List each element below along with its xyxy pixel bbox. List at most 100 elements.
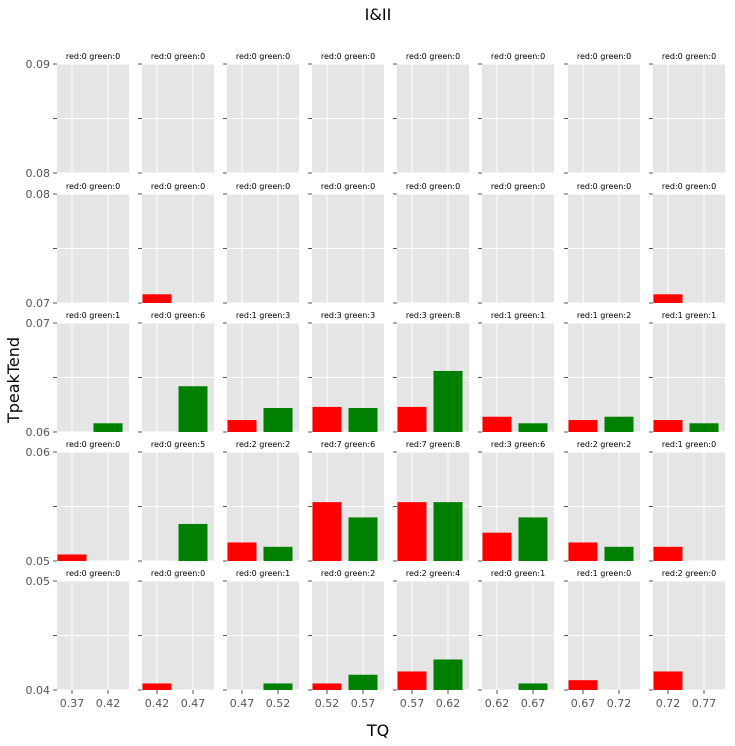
x-tick-label: 0.42	[96, 697, 121, 710]
panel-strip-label: red:0 green:0	[151, 182, 205, 191]
panel-strip-label: red:0 green:0	[662, 52, 716, 61]
bar-red	[482, 416, 512, 432]
x-tick-label: 0.57	[400, 697, 425, 710]
bar-green	[263, 546, 293, 561]
bar-red	[227, 542, 257, 561]
panel-strip-label: red:0 green:1	[236, 569, 290, 578]
y-tick-label: 0.07	[26, 297, 51, 310]
bar-green	[348, 408, 378, 432]
panel-strip-label: red:0 green:0	[577, 52, 631, 61]
bar-green	[689, 423, 719, 432]
panel-strip-label: red:0 green:0	[321, 52, 375, 61]
x-axis-label: TQ	[366, 721, 389, 740]
chart-title: I&II	[365, 5, 392, 24]
panel-strip-label: red:0 green:0	[491, 182, 545, 191]
bar-green	[178, 523, 208, 561]
bar-red	[397, 671, 427, 690]
bar-green	[348, 674, 378, 690]
bar-green	[263, 408, 293, 432]
bar-red	[653, 420, 683, 432]
y-tick-label: 0.06	[26, 426, 51, 439]
panel-strip-label: red:2 green:0	[662, 569, 716, 578]
x-tick-label: 0.67	[571, 697, 596, 710]
bar-green	[433, 659, 463, 690]
x-tick-label: 0.37	[60, 697, 85, 710]
x-tick-label: 0.67	[521, 697, 546, 710]
y-tick-label: 0.08	[26, 167, 51, 180]
panel-strip-label: red:0 green:0	[66, 440, 120, 449]
panel-strip-label: red:2 green:4	[406, 569, 460, 578]
bar-red	[397, 502, 427, 561]
panel-strip-label: red:7 green:6	[321, 440, 375, 449]
panel-strip-label: red:1 green:2	[577, 311, 631, 320]
y-tick-label: 0.06	[26, 446, 51, 459]
panel-strip-label: red:0 green:0	[236, 182, 290, 191]
panel-strip-label: red:3 green:3	[321, 311, 375, 320]
x-tick-label: 0.57	[351, 697, 376, 710]
bar-red	[312, 406, 342, 432]
panel-strip-label: red:1 green:0	[577, 569, 631, 578]
bar-green	[604, 416, 634, 432]
panel-strip-label: red:2 green:2	[577, 440, 631, 449]
bar-green	[518, 423, 548, 432]
bar-red	[142, 294, 172, 303]
y-tick-label: 0.04	[26, 684, 51, 697]
bar-green	[178, 386, 208, 432]
bar-red	[142, 683, 172, 690]
panel-strip-label: red:1 green:0	[662, 440, 716, 449]
bar-red	[57, 554, 87, 561]
bar-red	[227, 420, 257, 432]
bar-red	[568, 542, 598, 561]
panel-strip-label: red:0 green:0	[151, 569, 205, 578]
y-tick-label: 0.05	[26, 575, 51, 588]
panel-strip-label: red:1 green:1	[491, 311, 545, 320]
panel-strip-label: red:0 green:0	[321, 182, 375, 191]
x-tick-label: 0.47	[181, 697, 206, 710]
bar-green	[604, 546, 634, 561]
bar-red	[568, 420, 598, 432]
panel-strip-label: red:0 green:0	[236, 52, 290, 61]
panel-strip-label: red:1 green:3	[236, 311, 290, 320]
bar-green	[518, 683, 548, 690]
panel-strip-label: red:0 green:2	[321, 569, 375, 578]
bar-red	[568, 680, 598, 690]
bar-green	[93, 423, 123, 432]
bar-green	[433, 370, 463, 432]
bar-red	[653, 294, 683, 303]
x-tick-label: 0.72	[656, 697, 681, 710]
x-tick-label: 0.52	[315, 697, 340, 710]
y-tick-label: 0.07	[26, 317, 51, 330]
panel-strip-label: red:0 green:6	[151, 311, 205, 320]
bar-red	[482, 532, 512, 561]
panel-strip-label: red:0 green:0	[66, 569, 120, 578]
panel-strip-label: red:1 green:1	[662, 311, 716, 320]
bar-red	[312, 683, 342, 690]
bar-green	[518, 517, 548, 561]
panel-strip-label: red:0 green:0	[406, 182, 460, 191]
panel-strip-label: red:3 green:6	[491, 440, 545, 449]
panel-strip-label: red:0 green:0	[491, 52, 545, 61]
x-tick-label: 0.72	[607, 697, 632, 710]
x-tick-label: 0.62	[436, 697, 461, 710]
panel-strip-label: red:3 green:8	[406, 311, 460, 320]
y-axis-label: TpeakTend	[4, 337, 23, 424]
x-tick-label: 0.42	[145, 697, 170, 710]
bar-green	[263, 683, 293, 690]
panel-strip-label: red:0 green:0	[577, 182, 631, 191]
panel-strip-label: red:0 green:1	[66, 311, 120, 320]
panel-strip-label: red:0 green:0	[662, 182, 716, 191]
y-tick-label: 0.08	[26, 188, 51, 201]
panel-strip-label: red:2 green:2	[236, 440, 290, 449]
panel-strip-label: red:7 green:8	[406, 440, 460, 449]
panel-strip-label: red:0 green:5	[151, 440, 205, 449]
panel-strip-label: red:0 green:0	[151, 52, 205, 61]
bar-red	[312, 502, 342, 561]
bar-red	[653, 546, 683, 561]
x-tick-label: 0.52	[266, 697, 291, 710]
bar-green	[433, 502, 463, 561]
bar-green	[348, 517, 378, 561]
panel-strip-label: red:0 green:1	[491, 569, 545, 578]
y-tick-label: 0.09	[26, 58, 51, 71]
panel-strip-label: red:0 green:0	[406, 52, 460, 61]
